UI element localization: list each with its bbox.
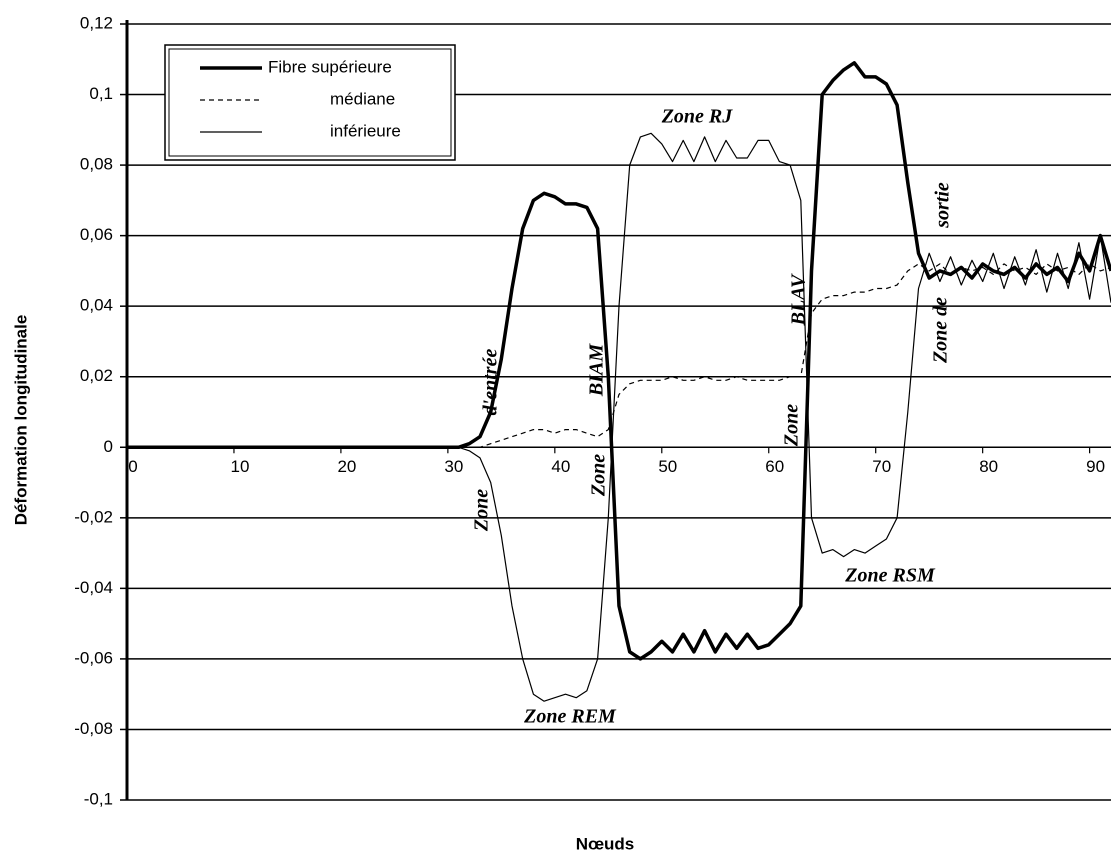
y-axis-label: Déformation longitudinale — [11, 315, 30, 526]
y-tick-label: -0,08 — [74, 719, 113, 738]
x-tick-label: 30 — [444, 457, 463, 476]
x-tick-label: 40 — [551, 457, 570, 476]
annotation: BIAM — [586, 343, 608, 397]
x-tick-label: 60 — [765, 457, 784, 476]
annotation: d'entrée — [480, 349, 502, 416]
series-line — [127, 263, 1111, 448]
legend-inner — [168, 48, 452, 157]
annotation: Zone — [471, 489, 493, 532]
y-tick-label: 0,02 — [80, 366, 113, 385]
annotation: Zone REM — [523, 706, 617, 728]
legend-label: médiane — [330, 89, 395, 108]
x-tick-label: 20 — [337, 457, 356, 476]
y-tick-label: 0,04 — [80, 296, 113, 315]
y-tick-label: -0,06 — [74, 648, 113, 667]
legend: Fibre supérieure médiane inférieure — [164, 44, 456, 161]
y-tick-label: 0,06 — [80, 225, 113, 244]
x-tick-label: 0 — [128, 457, 137, 476]
annotation: sortie — [932, 182, 954, 229]
annotation: Zone de — [930, 297, 952, 364]
y-tick-label: -0,1 — [84, 789, 113, 808]
x-axis-label: Nœuds — [576, 834, 635, 853]
legend-box — [164, 44, 456, 161]
y-tick-label: 0 — [104, 437, 113, 456]
annotation: BLAV — [788, 273, 810, 326]
x-tick-label: 50 — [658, 457, 677, 476]
y-tick-label: 0,1 — [89, 84, 113, 103]
y-tick-label: 0,08 — [80, 155, 113, 174]
y-tick-label: -0,02 — [74, 507, 113, 526]
annotation: Zone RJ — [661, 106, 734, 128]
series-line — [127, 132, 1111, 702]
legend-label: inférieure — [330, 121, 401, 140]
x-tick-label: 70 — [872, 457, 891, 476]
annotation: Zone — [588, 454, 610, 497]
legend-label: Fibre supérieure — [268, 57, 392, 76]
y-tick-label: -0,04 — [74, 578, 113, 597]
x-tick-label: 90 — [1086, 457, 1105, 476]
annotation: Zone RSM — [844, 565, 936, 587]
x-tick-label: 80 — [979, 457, 998, 476]
y-tick-label: 0,12 — [80, 13, 113, 32]
x-tick-label: 10 — [230, 457, 249, 476]
annotation: Zone — [781, 404, 803, 447]
